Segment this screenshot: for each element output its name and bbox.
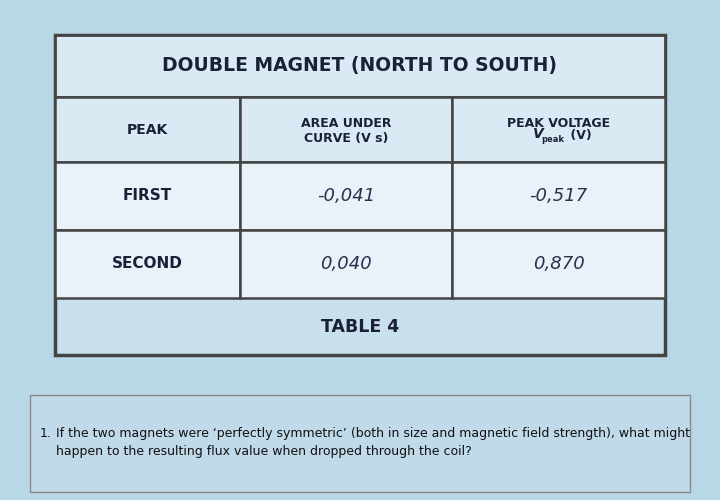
- Bar: [452, 162, 665, 230]
- Text: 1.: 1.: [40, 427, 52, 440]
- Bar: [30, 395, 690, 492]
- Text: (V): (V): [565, 128, 591, 141]
- Text: PEAK VOLTAGE: PEAK VOLTAGE: [507, 117, 610, 130]
- Text: -0,517: -0,517: [529, 187, 588, 205]
- Text: FIRST: FIRST: [123, 188, 172, 204]
- Bar: [55, 162, 240, 230]
- Text: AREA UNDER: AREA UNDER: [301, 117, 391, 130]
- Bar: [55, 97, 240, 162]
- Text: happen to the resulting flux value when dropped through the coil?: happen to the resulting flux value when …: [56, 445, 472, 458]
- Bar: [55, 35, 665, 97]
- Bar: [452, 230, 665, 298]
- Text: DOUBLE MAGNET (NORTH TO SOUTH): DOUBLE MAGNET (NORTH TO SOUTH): [163, 56, 557, 76]
- Bar: [240, 230, 452, 298]
- Bar: [55, 35, 665, 355]
- Text: -0,041: -0,041: [317, 187, 375, 205]
- Text: TABLE 4: TABLE 4: [321, 318, 399, 336]
- Bar: [240, 97, 452, 162]
- Text: If the two magnets were ‘perfectly symmetric’ (both in size and magnetic field s: If the two magnets were ‘perfectly symme…: [56, 427, 690, 440]
- Text: V: V: [533, 128, 544, 141]
- Text: 0,870: 0,870: [533, 255, 585, 273]
- Bar: [240, 162, 452, 230]
- Text: 0,040: 0,040: [320, 255, 372, 273]
- Text: SECOND: SECOND: [112, 256, 183, 272]
- Bar: [452, 97, 665, 162]
- Text: CURVE (V s): CURVE (V s): [304, 132, 388, 145]
- Text: PEAK: PEAK: [127, 122, 168, 136]
- Text: peak: peak: [541, 136, 564, 144]
- Bar: [55, 230, 240, 298]
